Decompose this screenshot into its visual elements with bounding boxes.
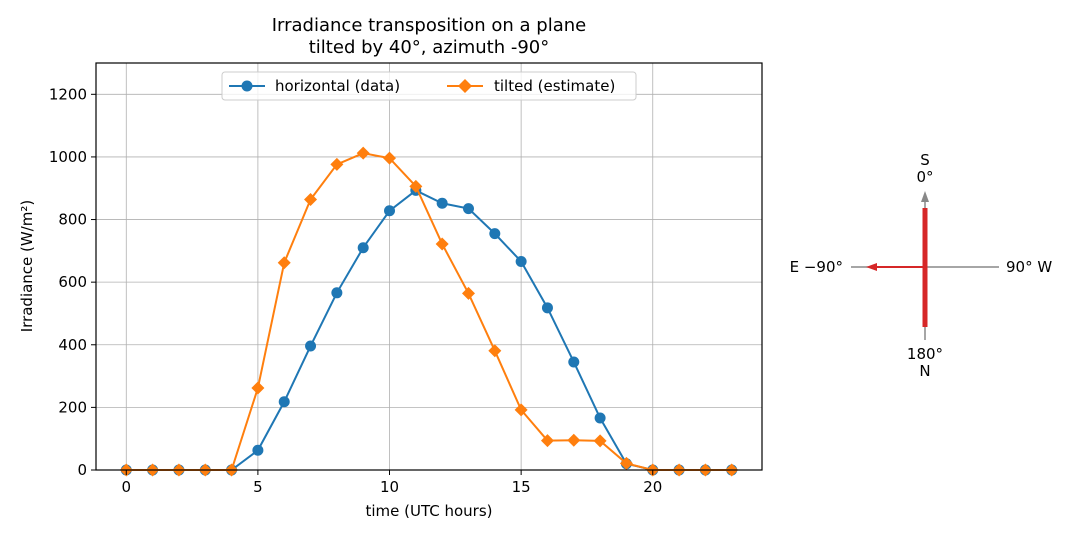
data-point-tilted: [514, 403, 528, 417]
chart-title-line1: Irradiance transposition on a plane: [272, 15, 587, 36]
legend: horizontal (data) tilted (estimate): [221, 71, 637, 101]
chart-title-line2: tilted by 40°, azimuth -90°: [309, 37, 550, 58]
data-point-horizontal: [489, 228, 501, 240]
data-point-tilted: [567, 433, 581, 447]
y-tick-label: 1000: [49, 148, 87, 166]
data-point-tilted: [277, 256, 291, 270]
data-point-horizontal: [541, 302, 553, 314]
data-point-horizontal: [357, 242, 369, 254]
x-tick-label: 15: [512, 478, 531, 496]
x-tick-label: 0: [121, 478, 131, 496]
data-point-tilted: [383, 151, 397, 165]
y-tick-label: 0: [77, 461, 87, 479]
compass-south-arrowhead: [921, 191, 929, 202]
data-point-tilted: [593, 434, 607, 448]
data-point-horizontal: [462, 203, 474, 215]
y-tick-label: 400: [58, 336, 87, 354]
compass-label-e: E −90°: [790, 258, 843, 276]
x-axis-label: time (UTC hours): [365, 502, 492, 520]
y-tick-label: 600: [58, 273, 87, 291]
data-point-horizontal: [252, 444, 264, 456]
compass-label-w: 90° W: [1006, 258, 1052, 276]
y-tick-label: 200: [58, 398, 87, 416]
x-tick-label: 5: [253, 478, 263, 496]
data-point-tilted: [488, 344, 502, 358]
compass-label-s: S: [920, 151, 930, 169]
compass-label-s-deg: 0°: [916, 168, 933, 186]
legend-label-tilted: tilted (estimate): [494, 77, 615, 95]
y-tick-label: 800: [58, 211, 87, 229]
compass-label-n-deg: 180°: [907, 345, 943, 363]
data-point-tilted: [251, 381, 265, 395]
legend-box: [221, 71, 637, 101]
data-point-tilted: [330, 157, 344, 171]
data-point-tilted: [409, 179, 423, 193]
y-axis-label: Irradiance (W/m²): [18, 200, 36, 333]
data-point-horizontal: [436, 197, 448, 209]
data-point-horizontal: [305, 340, 317, 352]
data-point-horizontal: [515, 255, 527, 267]
grid: [96, 63, 762, 471]
data-point-tilted: [304, 193, 318, 207]
legend-marker-horizontal: [241, 80, 253, 92]
legend-marker-tilted: [458, 79, 472, 93]
compass-azimuth-arrowhead: [866, 263, 877, 271]
data-point-tilted: [356, 146, 370, 160]
y-tick-label: 1200: [49, 85, 87, 103]
legend-label-horizontal: horizontal (data): [275, 77, 400, 95]
data-point-horizontal: [384, 205, 396, 217]
plot-frame: [95, 62, 763, 471]
compass-label-n: N: [919, 362, 930, 380]
data-point-horizontal: [568, 356, 580, 368]
data-point-tilted: [435, 237, 449, 251]
series-layer: [119, 146, 739, 477]
data-point-tilted: [461, 286, 475, 300]
x-tick-label: 20: [643, 478, 662, 496]
compass-inset: S 0° 180° N E −90° 90° W: [790, 151, 1053, 380]
data-point-tilted: [619, 456, 633, 470]
data-point-horizontal: [278, 396, 290, 408]
series-line-horizontal: [126, 189, 732, 471]
series-line-tilted: [126, 152, 732, 471]
data-point-horizontal: [594, 412, 606, 424]
data-point-horizontal: [331, 287, 343, 299]
data-point-tilted: [540, 434, 554, 448]
x-tick-label: 10: [380, 478, 399, 496]
